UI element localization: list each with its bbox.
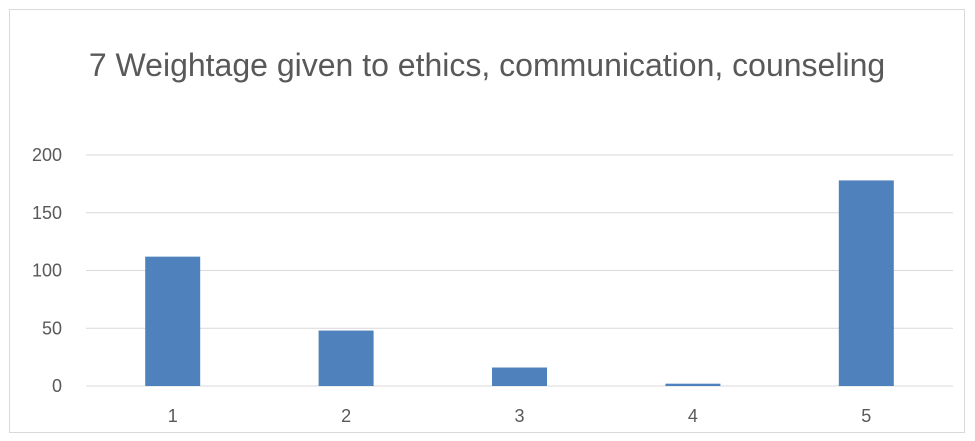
bar-4 bbox=[665, 383, 721, 386]
chart-title: 7 Weightage given to ethics, communicati… bbox=[88, 47, 886, 83]
y-tick-label: 100 bbox=[32, 261, 62, 281]
y-axis-ticks: 0 50 100 150 200 bbox=[32, 145, 62, 396]
x-axis-ticks: 1 2 3 4 5 bbox=[168, 406, 872, 426]
bar-3 bbox=[492, 367, 547, 386]
bar-2 bbox=[318, 330, 374, 386]
x-tick-label: 5 bbox=[861, 406, 871, 426]
x-tick-label: 3 bbox=[514, 406, 524, 426]
y-tick-label: 150 bbox=[32, 203, 62, 223]
bars bbox=[145, 180, 894, 386]
y-tick-label: 200 bbox=[32, 145, 62, 165]
x-tick-label: 1 bbox=[168, 406, 178, 426]
x-tick-label: 4 bbox=[688, 406, 698, 426]
gridlines bbox=[86, 154, 953, 387]
bar-5 bbox=[838, 180, 894, 386]
y-tick-label: 50 bbox=[42, 318, 62, 338]
y-tick-label: 0 bbox=[52, 376, 62, 396]
x-tick-label: 2 bbox=[341, 406, 351, 426]
bar-1 bbox=[145, 256, 201, 386]
